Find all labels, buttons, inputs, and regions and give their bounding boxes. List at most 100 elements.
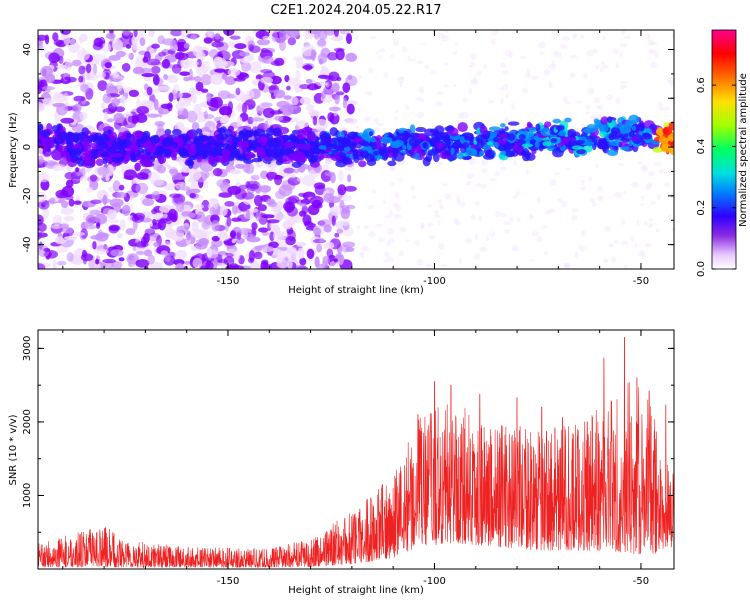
spectrogram-cell [75,167,80,173]
spectrogram-cell [658,169,665,174]
spectrogram-cell [244,163,255,175]
spectrogram-cell [345,52,358,62]
spectrogram-cell [136,98,142,109]
spectrogram-cell [189,193,196,199]
spectrogram-cell [89,209,101,216]
spectrogram-cell [500,97,504,105]
spectrogram-cell [640,165,648,172]
spectrogram-cell [333,47,345,52]
spectrogram-cell [422,156,431,167]
spectrogram-cell [102,92,112,104]
spectrogram-cell [588,176,593,182]
spectrogram-cell [144,162,155,168]
spectrogram-cell [384,215,392,219]
spectrogram-cell [449,127,459,137]
spectrogram-cell [474,233,479,241]
spectrogram-cell [201,220,211,230]
spectrogram-cell [63,215,75,222]
spectrogram-cell [203,37,213,44]
spectrogram-cell [195,128,203,134]
spectrogram-cell [606,116,613,123]
spectrogram-cell [81,138,90,148]
spectrogram-cell [306,248,315,260]
spectrogram-cell [94,248,109,255]
spectrogram-cell [667,194,674,199]
spectrogram-cell [170,30,183,37]
spectrogram-cell [188,146,197,156]
spectrogram-cell [175,137,183,145]
spectrogram-cell [187,212,197,218]
spectrogram-cell [660,144,672,153]
spectrogram-cell [520,150,532,157]
spectrogram-cell [272,127,282,137]
spectrogram-cell [184,159,195,167]
spectrogram-cell [298,192,307,197]
spectrogram-cell [398,177,403,182]
spectrogram-cell [543,251,549,256]
spectrogram-cell [480,168,488,174]
spectrogram-cell [135,250,145,255]
spectrogram-cell [423,64,430,69]
spectrogram-cell [461,132,474,139]
spectrogram-cell [224,76,236,85]
spectrogram-cell [451,142,459,149]
spectrogram-cell [556,51,562,59]
spectrogram-cell [428,235,436,241]
spectrogram-cell [642,165,647,170]
spectrogram-cell [146,146,157,153]
spectrogram-cell [271,137,282,148]
spectrogram-cell [229,35,241,40]
spectrogram-cell [286,85,291,91]
spectrogram-cell [95,158,104,166]
spectrogram-cell [397,77,405,83]
spectrogram-cell [421,222,425,230]
spectrogram-cell [49,197,56,205]
spectrogram-cell [579,186,587,191]
spectrogram-cell [564,117,572,123]
spectrogram-cell [499,133,510,138]
spectrogram-cell [386,256,394,263]
spectrogram-cell [585,111,591,115]
spectrogram-cell [111,98,120,107]
spectrogram-cell [221,73,228,80]
spectrogram-cell [174,52,189,61]
colorbar-gradient [711,29,737,270]
spectrogram-cell [427,204,433,208]
spectrogram-cell [495,170,500,177]
spectrogram-cell [344,185,357,192]
spectrogram-cell [624,264,628,269]
spectrogram-cell [135,259,150,268]
snr-y-tick-label: 3000 [22,336,33,361]
spectrogram-cell [597,113,602,120]
spectrogram-cell [327,112,335,123]
spectrogram-cell [479,247,488,252]
spectrogram-cell [117,232,123,239]
spectrogram-cell [434,209,439,215]
spectrogram-cell [559,43,568,49]
spectrogram-cell [267,200,278,208]
spectrogram-cell [551,30,555,37]
spectrogram-cell [317,38,327,47]
spectrogram-cell [653,51,659,58]
spectrogram-cell [261,55,274,64]
spectrogram-cell [193,103,202,115]
spectrogram-cell [399,250,404,257]
spectrogram-cell [397,76,405,80]
spectrogram-cell [490,39,497,46]
spectrogram-cell [561,200,567,207]
spectrogram-cell [236,137,243,142]
spectrogram-cell [169,150,178,157]
spectrogram-cell [38,191,48,203]
spectrogram-cell [636,219,640,226]
spectrogram-cell [399,226,407,233]
spectrogram-cell [544,121,552,128]
spectrogram-cell [250,117,265,122]
spectrogram-cell [98,229,103,239]
spectrogram-cell [388,238,395,244]
spectrogram-cell [375,223,382,228]
spectrogram-cell [111,38,124,51]
spectrogram-cell [208,48,219,59]
spectrogram-cell [511,102,515,110]
snr-y-tick-label: 1000 [22,483,33,508]
spectrogram-cell [248,44,255,52]
